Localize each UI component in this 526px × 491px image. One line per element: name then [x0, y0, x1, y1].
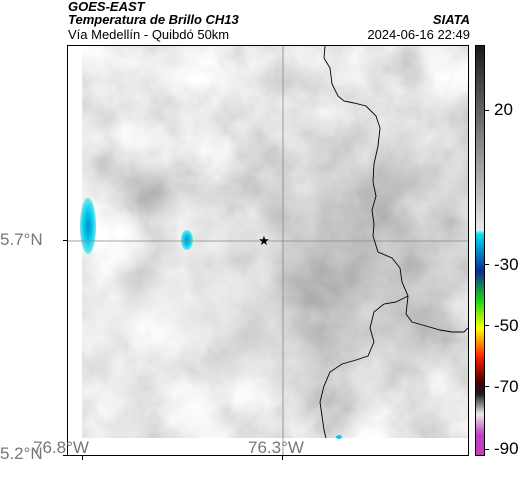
colorbar-label: -70	[494, 377, 519, 396]
cloud-field-highlight	[82, 46, 468, 438]
colorbar-tick	[485, 325, 489, 326]
lat-tick	[63, 240, 67, 241]
lon-tick	[82, 456, 83, 460]
lon-label: 76.3°W	[248, 438, 304, 457]
location-label: Vía Medellín - Quibdó 50km	[68, 27, 230, 42]
colorbar-tick	[485, 449, 489, 450]
map-subtitle: Temperatura de Brillo CH13	[68, 12, 239, 27]
lon-label: 76.8°W	[33, 438, 89, 457]
cold-cloud-patch-south	[336, 435, 342, 439]
border-line-east	[323, 46, 468, 333]
star-icon[interactable]: ★	[258, 234, 270, 249]
colorbar-tick	[485, 386, 489, 387]
lon-tick	[282, 456, 283, 460]
colorbar-tick	[485, 264, 489, 265]
satellite-map[interactable]: ★	[67, 45, 469, 456]
colorbar-label: -50	[494, 316, 519, 335]
colorbar-tick	[485, 110, 489, 111]
temperature-colorbar	[475, 45, 485, 456]
colorbar-label: 20	[494, 100, 513, 119]
cold-cloud-patch-west	[80, 198, 96, 254]
lat-label: 5.2°N	[0, 444, 43, 463]
colorbar-label: -90	[494, 439, 519, 458]
product-title: GOES-EAST	[68, 0, 145, 14]
lat-tick	[63, 455, 67, 456]
colorbar-label: -30	[494, 255, 519, 274]
source-label: SIATA	[432, 12, 470, 27]
datetime-label: 2024-06-16 22:49	[367, 27, 470, 42]
cold-cloud-patch-center	[181, 230, 193, 250]
lat-label: 5.7°N	[0, 230, 43, 249]
brightness-temperature-image: ★	[68, 46, 468, 455]
border-line-south	[319, 295, 409, 439]
